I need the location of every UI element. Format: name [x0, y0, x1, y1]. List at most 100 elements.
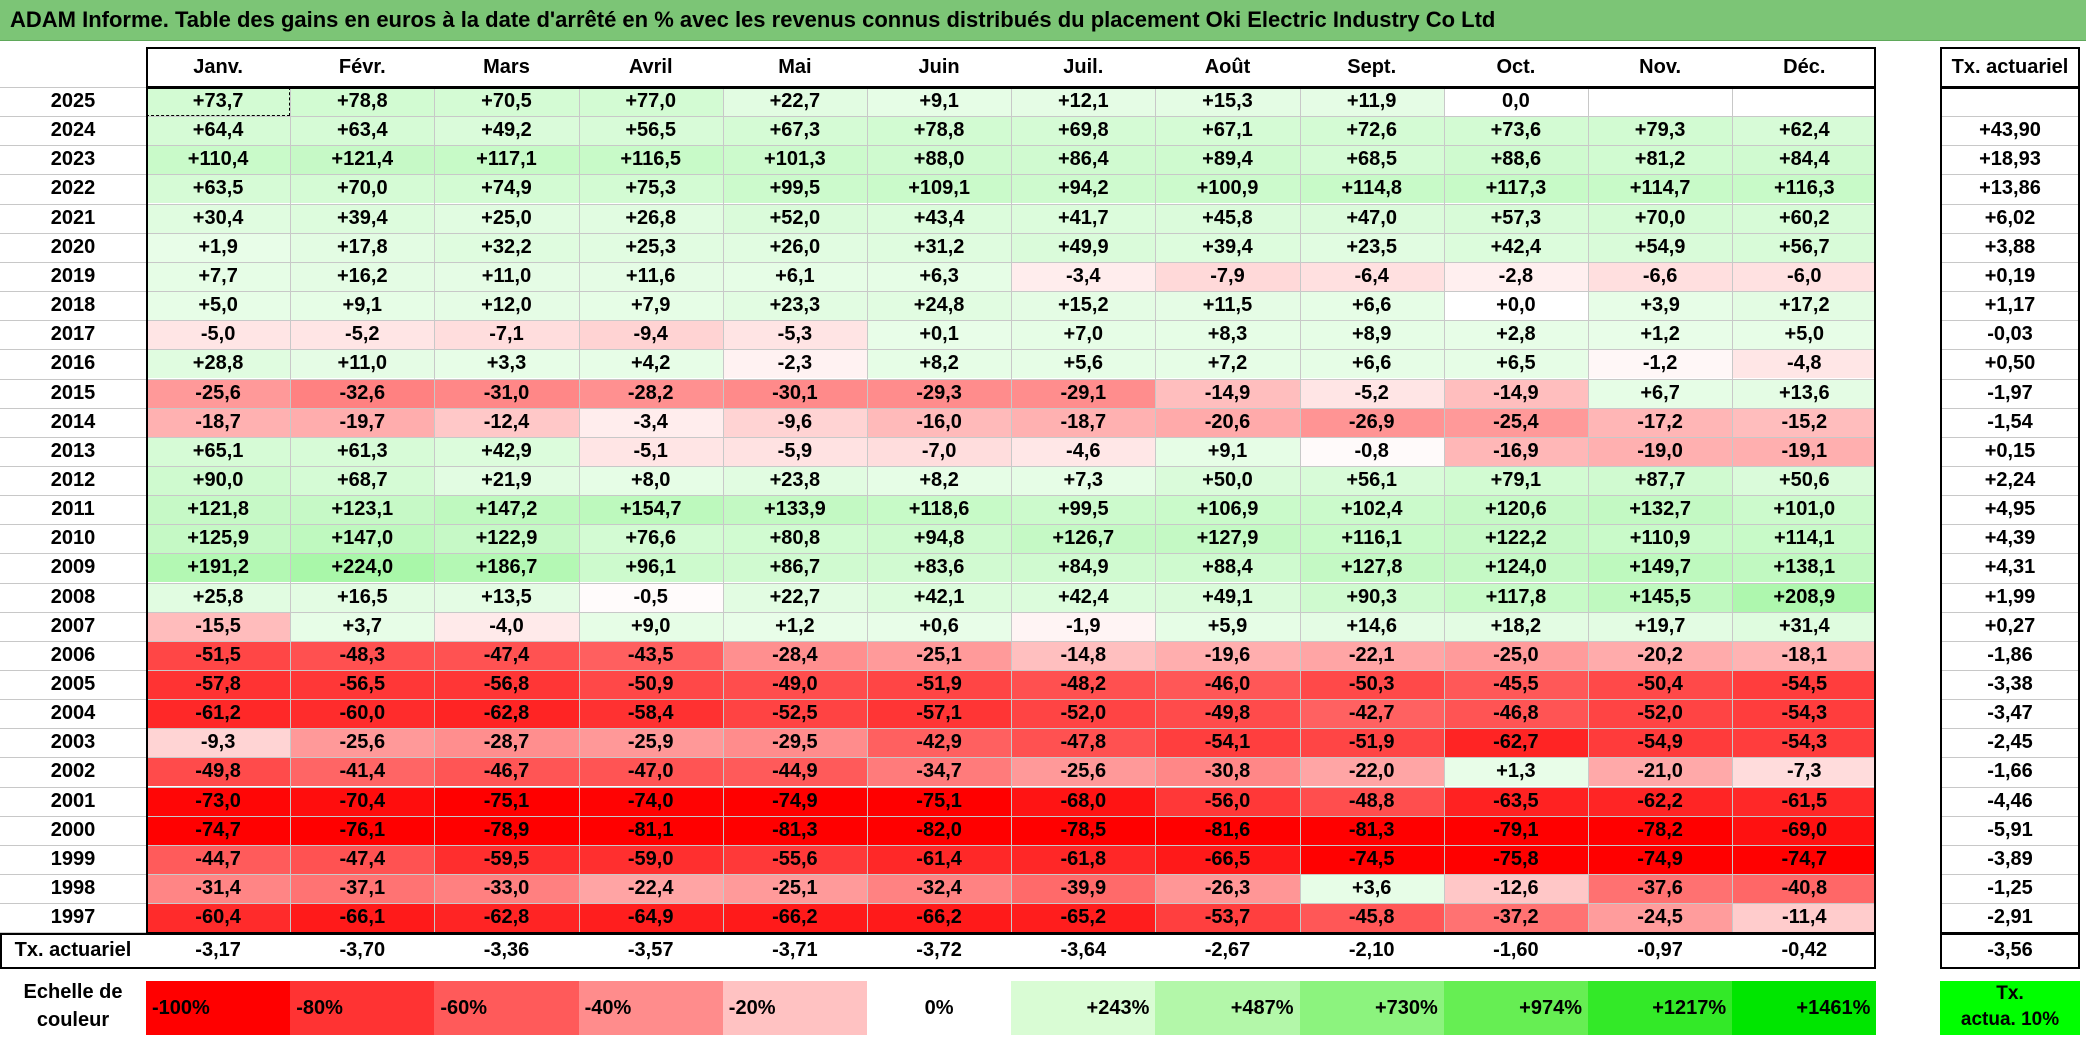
- table-cell: -5,2: [290, 320, 435, 350]
- gridline: [0, 232, 1877, 234]
- table-cell: +109,1: [867, 174, 1012, 204]
- table-cell: +6,5: [1443, 349, 1588, 379]
- table-cell: +80,8: [722, 524, 867, 554]
- gridline: [1940, 728, 2080, 730]
- table-cell: +116,3: [1732, 174, 1877, 204]
- gridline: [1940, 261, 2080, 263]
- year-label: 1997: [50, 906, 96, 929]
- table-cell: -4,0: [434, 611, 579, 641]
- table-cell: -29,3: [867, 378, 1012, 408]
- table-cell: -65,2: [1011, 903, 1156, 933]
- year-label: 2003: [50, 731, 96, 754]
- table-cell: +88,6: [1443, 145, 1588, 175]
- table-cell: +117,3: [1443, 174, 1588, 204]
- table-cell: -52,0: [1588, 699, 1733, 729]
- table-cell: +41,7: [1011, 203, 1156, 233]
- table-cell: -51,5: [146, 640, 291, 670]
- table-cell: +0,0: [1443, 291, 1588, 321]
- table-cell: +6,7: [1588, 378, 1733, 408]
- table-cell: -5,0: [146, 320, 291, 350]
- table-cell: -75,8: [1443, 844, 1588, 874]
- table-cell: +26,8: [578, 203, 723, 233]
- table-cell: -56,8: [434, 670, 579, 699]
- table-cell: +110,9: [1588, 524, 1733, 554]
- gridline: [0, 874, 1877, 876]
- table-cell: -59,5: [434, 844, 579, 874]
- table-cell: -20,2: [1588, 640, 1733, 670]
- table-cell: -73,0: [146, 786, 291, 816]
- table-cell: -74,9: [722, 786, 867, 816]
- table-cell: -75,1: [434, 786, 579, 816]
- table-cell: -47,4: [290, 844, 435, 874]
- gridline: [1940, 553, 2080, 555]
- table-cell: -82,0: [867, 815, 1012, 845]
- table-cell: -26,9: [1299, 407, 1444, 437]
- row-rate-cell: +0,19: [1984, 264, 2036, 287]
- table-cell: +8,2: [867, 465, 1012, 495]
- gridline: [1940, 116, 2080, 118]
- table-cell: -78,2: [1588, 815, 1733, 845]
- table-cell: -81,3: [1299, 815, 1444, 845]
- table-cell: -18,1: [1732, 640, 1877, 670]
- table-cell: -14,9: [1443, 378, 1588, 408]
- table-cell: +79,1: [1443, 465, 1588, 495]
- table-cell: +123,1: [290, 495, 435, 525]
- table-cell: +23,8: [722, 465, 867, 495]
- year-label: 2013: [50, 439, 96, 462]
- table-cell: -5,9: [722, 436, 867, 466]
- table-cell: +106,9: [1155, 495, 1300, 525]
- table-cell: +90,3: [1299, 582, 1444, 612]
- table-cell: 0,0: [1443, 87, 1588, 116]
- gridline: [0, 786, 1877, 788]
- table-cell: -48,3: [290, 640, 435, 670]
- color-scale-cell: +243%: [1011, 981, 1156, 1035]
- table-cell: +42,1: [867, 582, 1012, 612]
- table-cell: +6,6: [1299, 349, 1444, 379]
- gridline: [0, 378, 1877, 380]
- table-cell: -46,7: [434, 757, 579, 787]
- table-cell: +122,2: [1443, 524, 1588, 554]
- table-cell: +86,7: [722, 553, 867, 583]
- color-scale-cell: +730%: [1299, 981, 1444, 1035]
- year-label: 2010: [50, 527, 96, 550]
- year-label: 1998: [50, 877, 96, 900]
- table-cell: -28,2: [578, 378, 723, 408]
- year-label: 2019: [50, 264, 96, 287]
- table-cell: +114,1: [1732, 524, 1877, 554]
- table-cell: -62,8: [434, 699, 579, 729]
- gridline: [0, 815, 1877, 817]
- table-cell: -25,4: [1443, 407, 1588, 437]
- table-cell: +224,0: [290, 553, 435, 583]
- table-cell: +81,2: [1588, 145, 1733, 175]
- table-cell: -54,3: [1732, 728, 1877, 758]
- table-cell: -61,2: [146, 699, 291, 729]
- table-cell: -9,3: [146, 728, 291, 758]
- year-label: 2023: [50, 148, 96, 171]
- table-cell: +11,0: [290, 349, 435, 379]
- color-scale-cell: +974%: [1443, 981, 1588, 1035]
- table-cell: -6,4: [1299, 261, 1444, 291]
- table-cell: +23,5: [1299, 232, 1444, 262]
- month-header: Juin: [918, 56, 960, 78]
- gridline: [1940, 407, 2080, 409]
- table-cell: +25,0: [434, 203, 579, 233]
- rate-legend-cell: Tx. actua. 10%: [1940, 981, 2080, 1035]
- gridline: [1940, 699, 2080, 701]
- row-rate-cell: +1,99: [1984, 585, 2036, 608]
- year-label: 2005: [50, 673, 96, 695]
- color-scale-cell: -20%: [722, 981, 867, 1035]
- gridline: [867, 87, 868, 933]
- table-cell: -24,5: [1588, 903, 1733, 933]
- row-rate-cell: +3,88: [1984, 235, 2036, 258]
- table-cell: +73,6: [1443, 116, 1588, 146]
- gridline: [1940, 844, 2080, 846]
- month-header: Sept.: [1347, 56, 1397, 78]
- table-cell: +49,2: [434, 116, 579, 146]
- table-cell: +100,9: [1155, 174, 1300, 204]
- table-cell: +84,9: [1011, 553, 1156, 583]
- table-cell: +68,7: [290, 465, 435, 495]
- table-cell: +31,2: [867, 232, 1012, 262]
- table-cell: -62,2: [1588, 786, 1733, 816]
- gridline: [1940, 611, 2080, 613]
- table-cell: +3,7: [290, 611, 435, 641]
